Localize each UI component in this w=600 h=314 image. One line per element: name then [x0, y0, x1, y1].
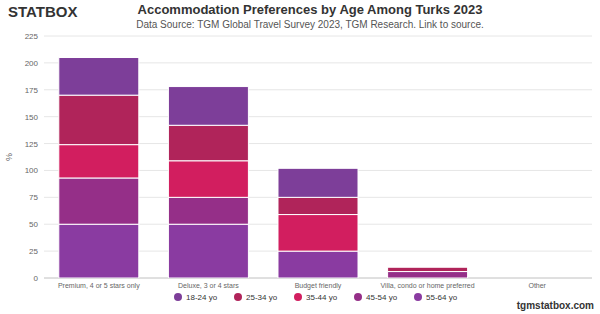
bar-segment [278, 251, 358, 278]
bars [59, 58, 468, 278]
bar-segment [59, 145, 139, 178]
bar-segment [59, 224, 139, 278]
legend-label: 25-34 yo [246, 293, 278, 302]
bar-segment [388, 267, 468, 271]
legend-marker [414, 293, 422, 301]
legend-label: 45-54 yo [366, 293, 398, 302]
bar-segment [168, 197, 248, 224]
bar-segment [497, 278, 577, 279]
logo: STATBOX [8, 3, 77, 20]
bar-segment [168, 224, 248, 278]
legend-marker [294, 293, 302, 301]
bar-segment [388, 272, 468, 278]
legend-marker [174, 293, 182, 301]
bar-segment [278, 215, 358, 252]
bar-segment [278, 197, 358, 214]
tick-label: 25 [29, 247, 38, 256]
bar-segment [168, 125, 248, 160]
legend-label: 55-64 yo [426, 293, 458, 302]
tick-label: 50 [29, 220, 38, 229]
legend-label: 35-44 yo [306, 293, 338, 302]
bar-segment [497, 278, 577, 279]
legend-marker [234, 293, 242, 301]
footer: tgmstatbox.com [517, 300, 594, 311]
tick-label: 125 [25, 140, 39, 149]
category-label: Budget friendly [295, 282, 342, 290]
chart: STATBOX tgmstatbox.com Accommodation Prefe… [0, 0, 600, 314]
legend-label: 18-24 yo [186, 293, 218, 302]
tick-label: 150 [25, 113, 39, 122]
bar-segment [388, 267, 468, 268]
bar-segment [59, 95, 139, 144]
axis-label: % [4, 153, 14, 161]
grid-line [44, 36, 592, 37]
legend-marker [354, 293, 362, 301]
bar-segment [168, 161, 248, 198]
bar-segment [497, 278, 577, 279]
tick-label: 225 [25, 32, 39, 41]
tick-label: 200 [25, 59, 39, 68]
bar-segment [168, 87, 248, 126]
category-label: Other [528, 282, 546, 289]
category-label: Villa, condo or home preferred [381, 282, 475, 290]
bar-segment [497, 278, 577, 279]
bar-segment [59, 178, 139, 224]
bar-segment [497, 278, 577, 279]
category-label: Premium, 4 or 5 stars only [58, 282, 140, 290]
bar-segment [278, 168, 358, 197]
tick-label: 175 [25, 86, 39, 95]
bar-segment [59, 58, 139, 96]
category-label: Deluxe, 3 or 4 stars [178, 282, 239, 289]
tick-label: 100 [25, 166, 39, 175]
subtitle: Data Source: TGM Global Travel Survey 20… [136, 19, 484, 30]
tick-label: 0 [34, 274, 39, 283]
tick-label: 75 [29, 193, 38, 202]
title: Accommodation Preferences by Age Among T… [138, 2, 483, 17]
